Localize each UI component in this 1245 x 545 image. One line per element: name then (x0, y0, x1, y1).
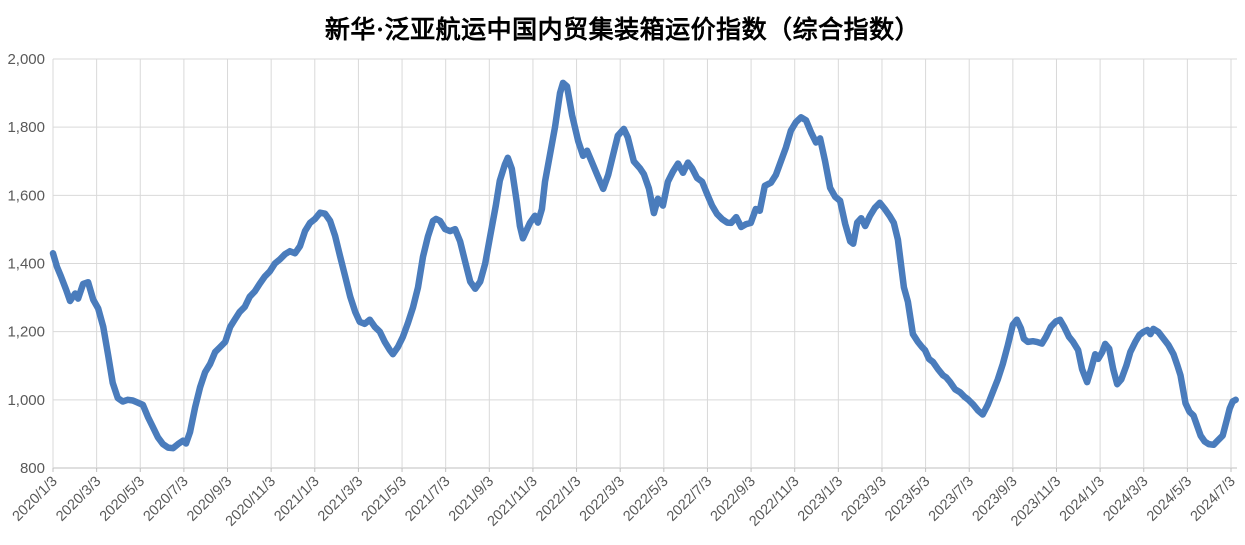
x-tick-label: 2024/3/3 (1100, 474, 1151, 525)
x-tick-label: 2020/5/3 (97, 474, 148, 525)
x-tick-label: 2023/3/3 (839, 474, 890, 525)
x-tick-label: 2021/7/3 (402, 474, 453, 525)
x-tick-label: 2023/7/3 (926, 474, 977, 525)
index-line-series (49, 79, 1239, 452)
x-tick-label: 2020/1/3 (10, 474, 61, 525)
x-tick-label: 2020/7/3 (140, 474, 191, 525)
y-tick-label: 800 (20, 460, 45, 477)
y-tick-label: 1,600 (7, 187, 45, 204)
x-tick-label: 2022/5/3 (620, 474, 671, 525)
y-tick-label: 2,000 (7, 51, 45, 68)
y-tick-label: 1,200 (7, 324, 45, 341)
x-tick-label: 2021/3/3 (315, 474, 366, 525)
x-tick-label: 2023/5/3 (882, 474, 933, 525)
x-tick-label: 2021/5/3 (359, 474, 410, 525)
x-tick-label: 2022/7/3 (664, 474, 715, 525)
y-tick-label: 1,000 (7, 392, 45, 409)
x-tick-label: 2022/1/3 (533, 474, 584, 525)
x-tick-label: 2024/7/3 (1188, 474, 1239, 525)
y-gridlines-and-labels: 800 1,000 1,200 1,400 1,600 1,800 2,000 (7, 51, 1237, 477)
x-tick-label: 2022/3/3 (577, 474, 628, 525)
x-tick-label: 2024/1/3 (1057, 474, 1108, 525)
x-tick-label: 2023/1/3 (795, 474, 846, 525)
x-tick-label: 2021/1/3 (271, 474, 322, 525)
x-tick-label: 2020/3/3 (53, 474, 104, 525)
y-tick-label: 1,800 (7, 119, 45, 136)
x-tick-label: 2024/5/3 (1144, 474, 1195, 525)
chart-title: 新华·泛亚航运中国内贸集装箱运价指数（综合指数） (324, 17, 921, 44)
y-tick-label: 1,400 (7, 256, 45, 273)
